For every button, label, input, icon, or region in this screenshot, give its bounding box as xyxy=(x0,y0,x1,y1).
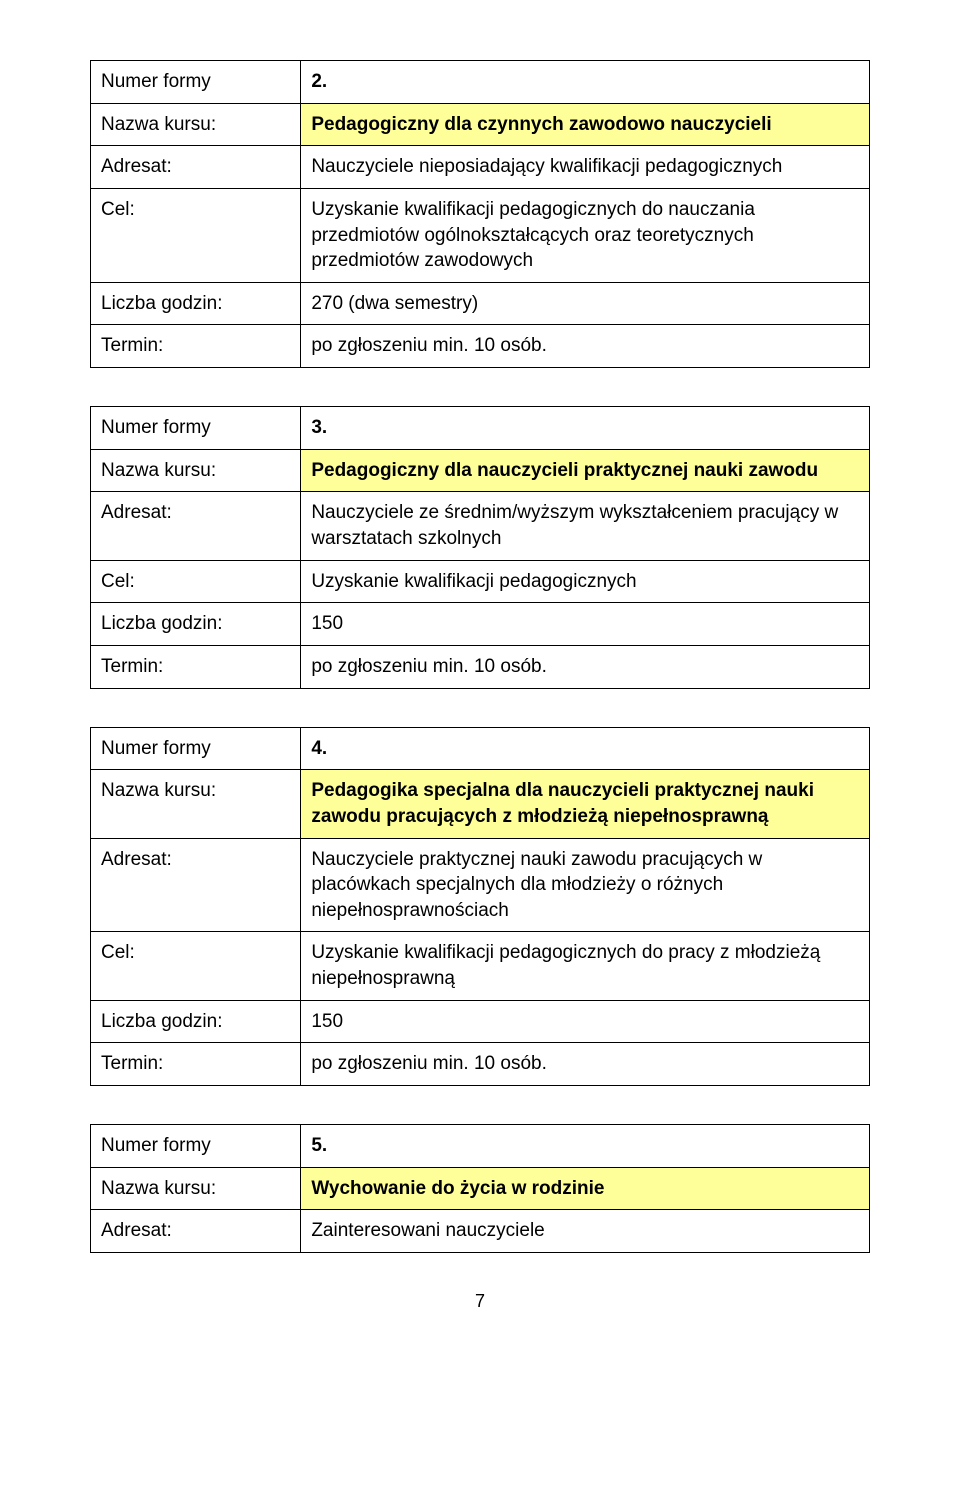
row-numer-value: 4. xyxy=(301,727,870,770)
row-nazwa-value: Pedagogiczny dla nauczycieli praktycznej… xyxy=(301,449,870,492)
page-number: 7 xyxy=(90,1291,870,1312)
row-nazwa-label: Nazwa kursu: xyxy=(91,770,301,838)
row-termin-label: Termin: xyxy=(91,325,301,368)
row-nazwa-value: Wychowanie do życia w rodzinie xyxy=(301,1167,870,1210)
form-table-3: Numer formy 3. Nazwa kursu: Pedagogiczny… xyxy=(90,406,870,688)
row-adresat-value: Zainteresowani nauczyciele xyxy=(301,1210,870,1253)
row-termin-value: po zgłoszeniu min. 10 osób. xyxy=(301,1043,870,1086)
row-termin-value: po zgłoszeniu min. 10 osób. xyxy=(301,325,870,368)
row-adresat-label: Adresat: xyxy=(91,492,301,560)
row-adresat-value: Nauczyciele ze średnim/wyższym wykształc… xyxy=(301,492,870,560)
row-numer-label: Numer formy xyxy=(91,1125,301,1168)
document-page: Numer formy 2. Nazwa kursu: Pedagogiczny… xyxy=(0,0,960,1352)
row-cel-value: Uzyskanie kwalifikacji pedagogicznych xyxy=(301,560,870,603)
form-table-5: Numer formy 5. Nazwa kursu: Wychowanie d… xyxy=(90,1124,870,1253)
row-adresat-value: Nauczyciele nieposiadający kwalifikacji … xyxy=(301,146,870,189)
form-table-4: Numer formy 4. Nazwa kursu: Pedagogika s… xyxy=(90,727,870,1086)
row-cel-label: Cel: xyxy=(91,188,301,282)
row-liczba-label: Liczba godzin: xyxy=(91,1000,301,1043)
row-nazwa-value: Pedagogika specjalna dla nauczycieli pra… xyxy=(301,770,870,838)
row-numer-value: 3. xyxy=(301,407,870,450)
row-nazwa-label: Nazwa kursu: xyxy=(91,1167,301,1210)
row-adresat-label: Adresat: xyxy=(91,838,301,932)
row-termin-value: po zgłoszeniu min. 10 osób. xyxy=(301,645,870,688)
row-liczba-value: 150 xyxy=(301,603,870,646)
row-numer-label: Numer formy xyxy=(91,61,301,104)
row-cel-value: Uzyskanie kwalifikacji pedagogicznych do… xyxy=(301,188,870,282)
row-cel-label: Cel: xyxy=(91,932,301,1000)
row-termin-label: Termin: xyxy=(91,645,301,688)
row-nazwa-value: Pedagogiczny dla czynnych zawodowo naucz… xyxy=(301,103,870,146)
row-numer-label: Numer formy xyxy=(91,407,301,450)
row-numer-value: 2. xyxy=(301,61,870,104)
row-nazwa-label: Nazwa kursu: xyxy=(91,103,301,146)
row-cel-value: Uzyskanie kwalifikacji pedagogicznych do… xyxy=(301,932,870,1000)
row-cel-label: Cel: xyxy=(91,560,301,603)
row-liczba-value: 270 (dwa semestry) xyxy=(301,282,870,325)
row-liczba-label: Liczba godzin: xyxy=(91,282,301,325)
row-liczba-value: 150 xyxy=(301,1000,870,1043)
row-numer-value: 5. xyxy=(301,1125,870,1168)
row-numer-label: Numer formy xyxy=(91,727,301,770)
form-table-2: Numer formy 2. Nazwa kursu: Pedagogiczny… xyxy=(90,60,870,368)
row-termin-label: Termin: xyxy=(91,1043,301,1086)
row-adresat-label: Adresat: xyxy=(91,1210,301,1253)
row-adresat-value: Nauczyciele praktycznej nauki zawodu pra… xyxy=(301,838,870,932)
row-adresat-label: Adresat: xyxy=(91,146,301,189)
row-nazwa-label: Nazwa kursu: xyxy=(91,449,301,492)
row-liczba-label: Liczba godzin: xyxy=(91,603,301,646)
